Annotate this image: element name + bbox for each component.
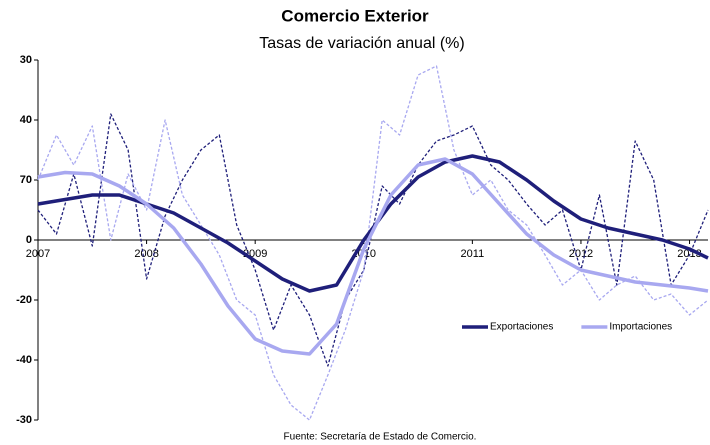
legend-label: Exportaciones	[490, 322, 553, 333]
y-tick-label: 70	[20, 174, 32, 186]
y-tick-label: -40	[16, 354, 32, 366]
y-tick-label: -20	[16, 294, 32, 306]
series-line-trend	[37, 154, 709, 293]
legend-label: Importaciones	[609, 322, 672, 333]
y-tick-label: -30	[16, 414, 32, 426]
series-line-monthly	[37, 65, 709, 421]
x-tick-label: 2008	[134, 248, 158, 260]
x-tick-label: 2007	[26, 248, 50, 260]
x-tick-label: 2012	[569, 248, 593, 260]
chart-title: Comercio Exterior	[281, 6, 429, 25]
y-tick-label: 40	[20, 114, 32, 126]
series-line-trend	[37, 157, 709, 356]
chart-subtitle: Tasas de variación anual (%)	[259, 35, 464, 52]
y-tick-label: 30	[20, 54, 32, 66]
x-tick-label: 2011	[461, 248, 485, 260]
source-note: Fuente: Secretaría de Estado de Comercio…	[284, 432, 477, 443]
y-tick-label: 0	[26, 234, 32, 246]
